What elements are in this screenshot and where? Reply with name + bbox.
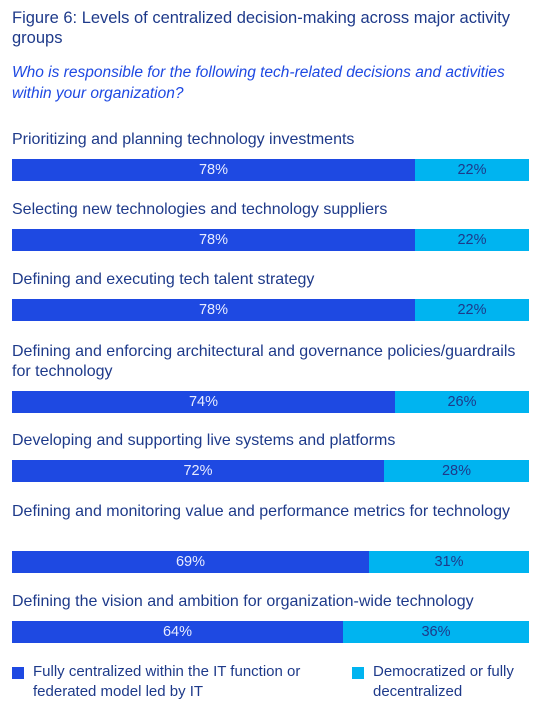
legend-label: Democratized or fully decentralized	[373, 663, 514, 700]
data-label-decentralized: 26%	[447, 394, 477, 410]
data-label-centralized: 64%	[162, 624, 193, 640]
category-label: Defining and enforcing architectural and…	[12, 343, 516, 380]
bar-segment-decentralized: 31%	[369, 551, 529, 573]
bar-segment-centralized: 78%	[12, 159, 415, 181]
legend-label: Fully centralized within the IT function…	[33, 663, 301, 700]
bar-segment-decentralized: 22%	[415, 299, 529, 321]
bar-segment-decentralized: 28%	[384, 460, 529, 482]
bar-segment-decentralized: 22%	[415, 229, 529, 251]
data-label-decentralized: 36%	[421, 624, 451, 640]
category-label: Defining and executing tech talent strat…	[12, 271, 315, 288]
stacked-bar: 78% 22%	[12, 229, 529, 251]
legend-item: Fully centralized within the IT function…	[12, 662, 322, 702]
data-label-centralized: 78%	[198, 302, 229, 318]
data-label-centralized: 72%	[183, 463, 213, 479]
data-label-decentralized: 31%	[434, 554, 464, 570]
category-label: Selecting new technologies and technolog…	[12, 201, 388, 218]
data-label-decentralized: 22%	[457, 162, 487, 178]
bar-segment-centralized: 74%	[12, 391, 395, 413]
bar-segment-centralized: 64%	[12, 621, 343, 643]
figure-title: Figure 6: Levels of centralized decision…	[12, 9, 510, 47]
legend-swatch	[12, 667, 24, 679]
stacked-bar: 64% 36%	[12, 621, 529, 643]
category-label: Prioritizing and planning technology inv…	[12, 131, 355, 148]
bar-segment-centralized: 69%	[12, 551, 369, 573]
bar-segment-decentralized: 36%	[343, 621, 529, 643]
category-label: Defining and monitoring value and perfor…	[12, 503, 511, 520]
bar-segment-centralized: 78%	[12, 229, 415, 251]
bar-segment-centralized: 72%	[12, 460, 384, 482]
data-label-centralized: 78%	[198, 232, 229, 248]
stacked-bar: 78% 22%	[12, 159, 529, 181]
stacked-bar: 69% 31%	[12, 551, 529, 573]
data-label-decentralized: 22%	[457, 302, 487, 318]
stacked-bar: 74% 26%	[12, 391, 529, 413]
bar-segment-centralized: 78%	[12, 299, 415, 321]
bar-segment-decentralized: 26%	[395, 391, 529, 413]
category-label: Developing and supporting live systems a…	[12, 432, 396, 449]
legend-swatch	[352, 667, 364, 679]
stacked-bar: 78% 22%	[12, 299, 529, 321]
figure-subtitle: Who is responsible for the following tec…	[12, 64, 505, 102]
stacked-bar: 72% 28%	[12, 460, 529, 482]
data-label-decentralized: 22%	[457, 232, 487, 248]
bar-segment-decentralized: 22%	[415, 159, 529, 181]
category-label: Defining the vision and ambition for org…	[12, 593, 474, 610]
data-label-centralized: 78%	[198, 162, 229, 178]
data-label-centralized: 69%	[175, 554, 206, 570]
data-label-decentralized: 28%	[441, 463, 472, 479]
legend-item: Democratized or fully decentralized	[352, 662, 532, 702]
data-label-centralized: 74%	[188, 394, 219, 410]
